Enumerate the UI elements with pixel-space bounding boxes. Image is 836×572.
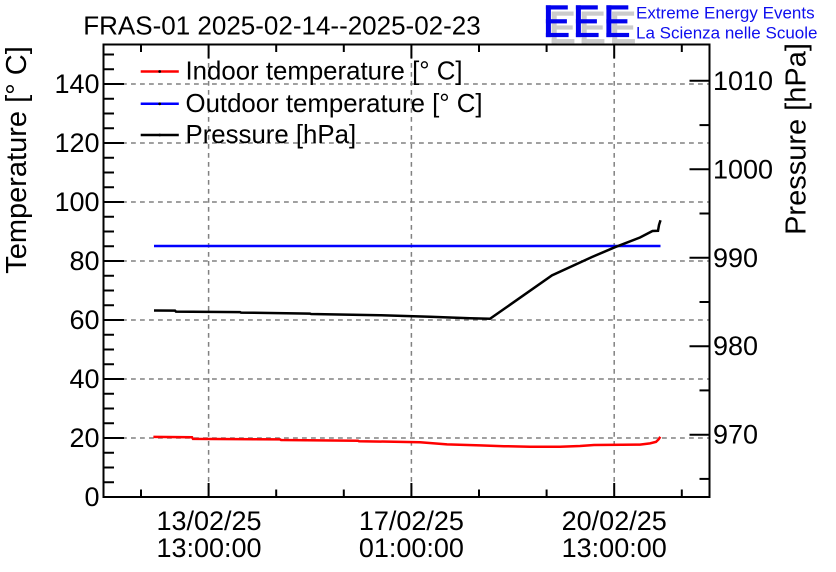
svg-text:Outdoor temperature [° C]: Outdoor temperature [° C] (186, 90, 483, 118)
svg-text:13/02/25: 13/02/25 (156, 506, 261, 536)
svg-text:FRAS-01 2025-02-14--2025-02-23: FRAS-01 2025-02-14--2025-02-23 (83, 10, 480, 40)
svg-text:Extreme Energy Events: Extreme Energy Events (636, 3, 815, 22)
svg-text:Indoor temperature [° C]: Indoor temperature [° C] (186, 58, 463, 86)
svg-text:13:00:00: 13:00:00 (156, 533, 261, 563)
svg-text:01:00:00: 01:00:00 (359, 533, 464, 563)
svg-text:40: 40 (69, 364, 99, 394)
svg-text:20: 20 (69, 423, 99, 453)
svg-text:120: 120 (54, 128, 99, 158)
svg-text:100: 100 (54, 187, 99, 217)
svg-text:20/02/25: 20/02/25 (562, 506, 667, 536)
svg-text:1010: 1010 (713, 66, 773, 96)
svg-text:13:00:00: 13:00:00 (562, 533, 667, 563)
svg-text:80: 80 (69, 246, 99, 276)
svg-text:60: 60 (69, 305, 99, 335)
svg-text:La Scienza nelle Scuole: La Scienza nelle Scuole (636, 24, 817, 43)
svg-text:17/02/25: 17/02/25 (359, 506, 464, 536)
svg-text:970: 970 (713, 420, 758, 450)
svg-text:Temperature [° C]: Temperature [° C] (1, 46, 33, 274)
svg-text:980: 980 (713, 331, 758, 361)
svg-text:0: 0 (84, 482, 99, 512)
svg-text:Pressure [hPa]: Pressure [hPa] (186, 121, 357, 149)
svg-text:140: 140 (54, 69, 99, 99)
svg-text:990: 990 (713, 243, 758, 273)
svg-text:1000: 1000 (713, 154, 773, 184)
svg-text:Pressure [hPa]: Pressure [hPa] (781, 43, 813, 235)
